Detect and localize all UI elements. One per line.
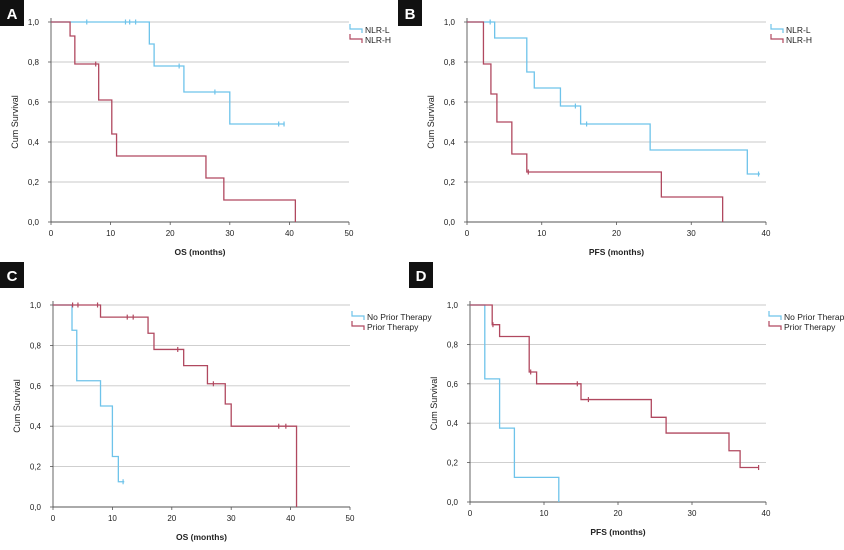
x-tick-label: 20: [614, 509, 623, 518]
y-tick-label: 1,0: [30, 301, 42, 310]
panel-label: A: [7, 6, 18, 23]
legend-label: NLR-H: [786, 35, 812, 45]
y-axis-label: Cum Survival: [426, 95, 436, 149]
y-tick-label: 0,6: [30, 382, 42, 391]
x-tick-label: 0: [51, 514, 56, 523]
legend-label: NLR-L: [365, 25, 390, 35]
x-tick-label: 40: [762, 509, 771, 518]
y-tick-label: 0,6: [28, 98, 40, 107]
x-tick-label: 40: [286, 514, 295, 523]
y-tick-label: 0,2: [28, 178, 40, 187]
y-tick-label: 1,0: [447, 301, 459, 310]
x-tick-label: 10: [106, 229, 115, 238]
x-tick-label: 30: [687, 229, 696, 238]
km-curve: [467, 21, 761, 175]
km-series-nlr-h: NLR-H: [467, 21, 812, 222]
legend-swatch: [770, 24, 784, 33]
legend-label: NLR-L: [786, 25, 811, 35]
km-series-prior-therapy: Prior Therapy: [470, 304, 836, 471]
legend-label: Prior Therapy: [367, 322, 419, 332]
x-tick-label: 10: [537, 229, 546, 238]
y-tick-label: 1,0: [28, 18, 40, 27]
x-axis-label: OS (months): [175, 247, 226, 257]
x-tick-label: 20: [166, 229, 175, 238]
x-tick-label: 30: [227, 514, 236, 523]
y-tick-label: 0,2: [444, 178, 456, 187]
x-tick-label: 10: [540, 509, 549, 518]
legend-swatch: [351, 321, 365, 330]
y-tick-label: 0,4: [444, 138, 456, 147]
x-tick-label: 50: [346, 514, 355, 523]
km-curve: [470, 304, 759, 469]
km-curve: [51, 21, 297, 222]
legend-swatch: [349, 24, 363, 33]
y-tick-label: 0,0: [444, 218, 456, 227]
y-tick-label: 0,4: [28, 138, 40, 147]
km-curve: [53, 304, 298, 507]
km-curve: [53, 304, 125, 483]
panel-label: B: [405, 6, 416, 23]
panel-label: C: [7, 268, 18, 285]
km-series-no-prior-therapy: No Prior Therapy: [470, 304, 844, 502]
panel-label-box: [0, 0, 24, 26]
legend-swatch: [351, 311, 365, 320]
y-tick-label: 0,2: [447, 459, 459, 468]
x-tick-label: 10: [108, 514, 117, 523]
y-tick-label: 0,6: [444, 98, 456, 107]
y-tick-label: 1,0: [444, 18, 456, 27]
km-series-nlr-h: NLR-H: [51, 21, 391, 222]
y-tick-label: 0,2: [30, 463, 42, 472]
legend-label: No Prior Therapy: [784, 312, 844, 322]
y-tick-label: 0,6: [447, 380, 459, 389]
legend-label: NLR-H: [365, 35, 391, 45]
x-tick-label: 30: [225, 229, 234, 238]
y-tick-label: 0,8: [444, 58, 456, 67]
y-axis-label: Cum Survival: [429, 377, 439, 431]
km-curve: [470, 304, 560, 502]
legend-swatch: [770, 34, 784, 43]
km-curve: [467, 21, 724, 222]
km-series-prior-therapy: Prior Therapy: [53, 302, 419, 507]
x-tick-label: 0: [49, 229, 54, 238]
y-tick-label: 0,0: [447, 498, 459, 507]
x-tick-label: 20: [612, 229, 621, 238]
y-axis-label: Cum Survival: [10, 95, 20, 149]
legend-swatch: [349, 34, 363, 43]
y-tick-label: 0,8: [447, 340, 459, 349]
y-tick-label: 0,4: [30, 422, 42, 431]
x-tick-label: 0: [468, 509, 473, 518]
chart-panel-A: A 0,0 0,2 0,4 0,6 0,8 1,0 0 10 20 30 40 50 OS (months…: [0, 0, 391, 257]
km-series-nlr-l: NLR-L: [467, 19, 811, 177]
legend-swatch: [768, 321, 782, 330]
x-tick-label: 40: [285, 229, 294, 238]
panel-label-box: [409, 262, 433, 288]
x-axis-label: PFS (months): [590, 527, 645, 537]
x-tick-label: 20: [167, 514, 176, 523]
y-axis-label: Cum Survival: [12, 379, 22, 433]
panel-label-box: [0, 262, 24, 288]
km-series-nlr-l: NLR-L: [51, 19, 390, 127]
x-axis-label: OS (months): [176, 532, 227, 542]
x-tick-label: 50: [345, 229, 354, 238]
km-series-no-prior-therapy: No Prior Therapy: [53, 304, 432, 485]
legend-label: Prior Therapy: [784, 322, 836, 332]
legend-label: No Prior Therapy: [367, 312, 432, 322]
y-tick-label: 0,4: [447, 419, 459, 428]
chart-panel-B: B 0,0 0,2 0,4 0,6 0,8 1,0 0 10 20 30 40 PFS (months)…: [398, 0, 812, 257]
panel-label-box: [398, 0, 422, 26]
x-tick-label: 30: [688, 509, 697, 518]
x-axis-label: PFS (months): [589, 247, 644, 257]
chart-panel-D: D 0,0 0,2 0,4 0,6 0,8 1,0 0 10 20 30 40 PFS (months)…: [409, 262, 844, 537]
chart-panel-C: C 0,0 0,2 0,4 0,6 0,8 1,0 0 10 20 30 40 50 OS (months…: [0, 262, 432, 542]
x-tick-label: 0: [465, 229, 470, 238]
km-curve: [51, 21, 285, 125]
y-tick-label: 0,0: [28, 218, 40, 227]
x-tick-label: 40: [762, 229, 771, 238]
panel-label: D: [416, 268, 427, 285]
y-tick-label: 0,0: [30, 503, 42, 512]
legend-swatch: [768, 311, 782, 320]
y-tick-label: 0,8: [30, 341, 42, 350]
y-tick-label: 0,8: [28, 58, 40, 67]
